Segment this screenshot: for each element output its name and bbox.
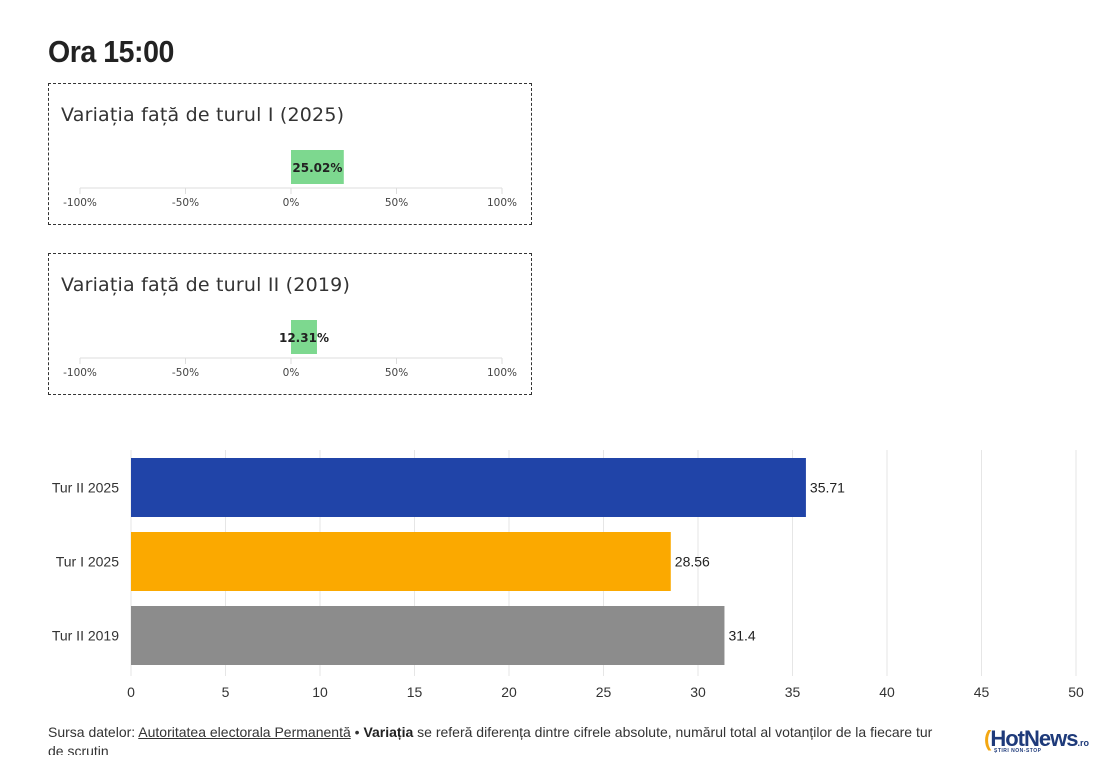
x-tick-label: 40 bbox=[879, 684, 895, 700]
tick-label: -50% bbox=[172, 367, 199, 379]
variation-value-label: 12.31% bbox=[279, 331, 329, 345]
tick-label: 50% bbox=[385, 197, 408, 209]
bar-value-label: 31.4 bbox=[728, 628, 755, 644]
category-label: Tur II 2025 bbox=[52, 480, 119, 496]
source-prefix: Sursa datelor: bbox=[48, 724, 139, 740]
note-text: se referă diferența dintre cifrele absol… bbox=[48, 724, 933, 755]
tick-label: 0% bbox=[283, 367, 300, 379]
x-tick-label: 15 bbox=[407, 684, 423, 700]
bar bbox=[131, 606, 725, 665]
page-title: Ora 15:00 bbox=[48, 34, 174, 69]
variation-bar bbox=[291, 320, 317, 354]
x-tick-label: 30 bbox=[690, 684, 706, 700]
x-tick-label: 45 bbox=[974, 684, 990, 700]
x-tick-label: 50 bbox=[1068, 684, 1084, 700]
variation-card-tur-i-2025: Variația față de turul I (2025) -100% -50… bbox=[48, 83, 532, 225]
logo-tagline: ȘTIRI NON-STOP bbox=[994, 748, 1042, 754]
note-bold: Variația bbox=[363, 724, 414, 740]
x-tick-label: 10 bbox=[312, 684, 328, 700]
tick-label: -100% bbox=[63, 367, 97, 379]
category-label: Tur II 2019 bbox=[52, 628, 119, 644]
source-link[interactable]: Autoritatea electorala Permanentă bbox=[138, 724, 351, 740]
category-label: Tur I 2025 bbox=[56, 554, 120, 570]
hotnews-logo: (HotNews.ro ȘTIRI NON-STOP bbox=[984, 726, 1089, 754]
tick-label: 0% bbox=[283, 197, 300, 209]
tick-label: 50% bbox=[385, 367, 408, 379]
footer-note: Sursa datelor: Autoritatea electorala Pe… bbox=[48, 723, 948, 755]
variation-card-tur-ii-2019: Variația față de turul II (2019) -100% -5… bbox=[48, 253, 532, 395]
x-tick-label: 25 bbox=[596, 684, 612, 700]
variation-bar bbox=[291, 150, 344, 184]
variation-chart: -100% -50% 0% 50% 100% 25.02% bbox=[63, 150, 517, 209]
x-tick-label: 20 bbox=[501, 684, 517, 700]
tick-label: 100% bbox=[487, 197, 517, 209]
turnout-bar-chart: 0 5 10 15 20 25 30 35 40 45 50 Tur II 2025 35.71 Tur … bbox=[52, 450, 1084, 700]
bar bbox=[131, 532, 671, 591]
tick-label: -50% bbox=[172, 197, 199, 209]
separator: • bbox=[350, 724, 364, 740]
variation-value-label: 25.02% bbox=[292, 161, 342, 175]
bar-value-label: 35.71 bbox=[810, 480, 845, 496]
bar-value-label: 28.56 bbox=[675, 554, 710, 570]
x-tick-label: 0 bbox=[127, 684, 135, 700]
x-tick-label: 5 bbox=[222, 684, 230, 700]
bar bbox=[131, 458, 806, 517]
logo-suffix: .ro bbox=[1077, 738, 1089, 748]
logo-name: HotNews bbox=[990, 726, 1078, 751]
card-title: Variația față de turul I (2025) bbox=[61, 104, 345, 126]
tick-label: -100% bbox=[63, 197, 97, 209]
x-tick-label: 35 bbox=[785, 684, 801, 700]
tick-label: 100% bbox=[487, 367, 517, 379]
card-title: Variația față de turul II (2019) bbox=[61, 274, 351, 296]
logo-mark: ( bbox=[984, 726, 991, 751]
variation-chart: -100% -50% 0% 50% 100% 12.31% bbox=[63, 320, 517, 379]
